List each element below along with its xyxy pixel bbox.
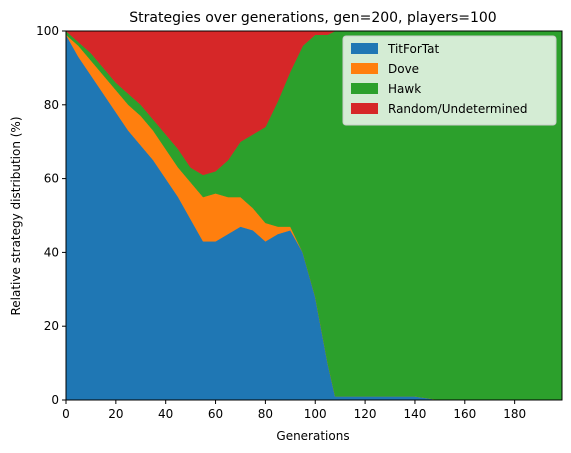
legend-swatch-titfortat — [351, 43, 378, 54]
y-tick-label: 40 — [44, 245, 59, 259]
y-tick-label: 80 — [44, 98, 59, 112]
legend: TitForTat Dove Hawk Random/Undetermined — [343, 36, 556, 125]
x-tick-label: 180 — [503, 407, 526, 421]
x-tick-label: 140 — [403, 407, 426, 421]
x-axis-label: Generations — [276, 429, 349, 443]
x-tick-label: 120 — [354, 407, 377, 421]
x-tick-label: 100 — [304, 407, 327, 421]
y-axis-label: Relative strategy distribution (%) — [9, 116, 23, 315]
y-tick-label: 20 — [44, 319, 59, 333]
y-tick-label: 60 — [44, 172, 59, 186]
x-tick-label: 40 — [158, 407, 173, 421]
legend-swatch-random-undetermined — [351, 103, 378, 114]
legend-label-random-undetermined: Random/Undetermined — [388, 102, 528, 116]
legend-label-hawk: Hawk — [388, 82, 421, 96]
y-tick-label: 100 — [36, 24, 59, 38]
x-tick-label: 60 — [208, 407, 223, 421]
y-tick-label: 0 — [51, 393, 59, 407]
legend-swatch-hawk — [351, 83, 378, 94]
x-tick-label: 20 — [108, 407, 123, 421]
legend-label-titfortat: TitForTat — [387, 42, 439, 56]
x-tick-label: 160 — [453, 407, 476, 421]
chart-title: Strategies over generations, gen=200, pl… — [129, 10, 496, 26]
x-tick-label: 0 — [62, 407, 70, 421]
legend-label-dove: Dove — [388, 62, 419, 76]
legend-swatch-dove — [351, 63, 378, 74]
x-tick-label: 80 — [258, 407, 273, 421]
